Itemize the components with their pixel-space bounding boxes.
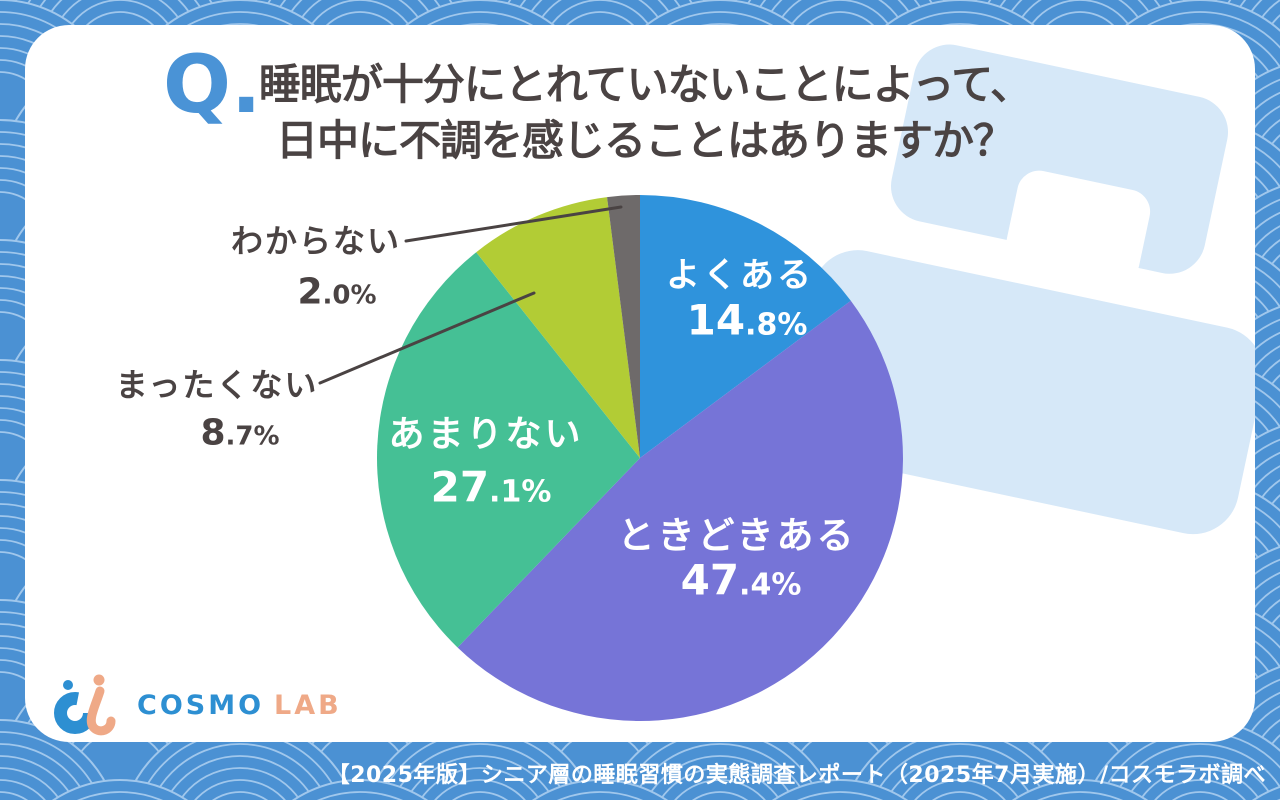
question-title-line2: 日中に不調を感じることはありますか？ (275, 116, 1015, 165)
pie-slice-sometimes (457, 300, 903, 721)
slice-value-dont-know: 2.0% (297, 271, 377, 313)
cosmo-lab-logo: COSMO LAB (51, 673, 342, 737)
bed-mattress (787, 250, 1255, 535)
pie-slice-not-at-all (476, 197, 640, 458)
pie-slice-often (640, 195, 851, 458)
bed-icon (787, 44, 1255, 535)
leader-lines (318, 205, 623, 385)
logo-c-stroke (54, 692, 96, 734)
logo-swoosh (86, 686, 116, 736)
leader-line-dont-know (404, 205, 623, 243)
logo-blue-dot (63, 680, 73, 690)
slice-value-often: 14.8% (686, 295, 808, 345)
slice-value-not-at-all: 8.7% (200, 412, 280, 454)
slice-label-sometimes: ときどきある (617, 514, 857, 557)
logo-word-cosmo: COSMO (137, 689, 265, 721)
chart-layer (318, 44, 1255, 721)
question-mark: Q. (163, 38, 262, 131)
cosmo-lab-logo-mark (54, 674, 116, 736)
slice-label-not-much: あまりない (388, 414, 584, 455)
pie-slice-not-much (377, 252, 640, 648)
slice-value-not-much: 27.1% (430, 462, 552, 512)
slice-value-sometimes: 47.4% (680, 555, 802, 605)
leader-line-not-at-all (318, 291, 536, 385)
question-title-line1: 睡眠が十分にとれていないことによって、 (258, 60, 1032, 109)
question-title: 睡眠が十分にとれていないことによって、 日中に不調を感じることはありますか？ (230, 57, 1060, 169)
pie-slice-dont-know (607, 195, 640, 458)
bed-pillow (1006, 170, 1151, 284)
footer-caption: 【2025年版】シニア層の睡眠習慣の実態調査レポート（2025年7月実施）/コス… (327, 763, 1266, 788)
logo-wordmark: COSMO LAB (137, 690, 342, 721)
logo-peach-dot (93, 674, 105, 686)
slice-label-dont-know: わからない (230, 222, 402, 260)
logo-word-lab: LAB (274, 689, 342, 721)
pie-chart (377, 195, 903, 721)
content-card: Q. 睡眠が十分にとれていないことによって、 日中に不調を感じることはありますか… (25, 25, 1255, 742)
slice-label-not-at-all: まったくない (115, 366, 319, 404)
slice-label-often: よくある (666, 255, 814, 296)
